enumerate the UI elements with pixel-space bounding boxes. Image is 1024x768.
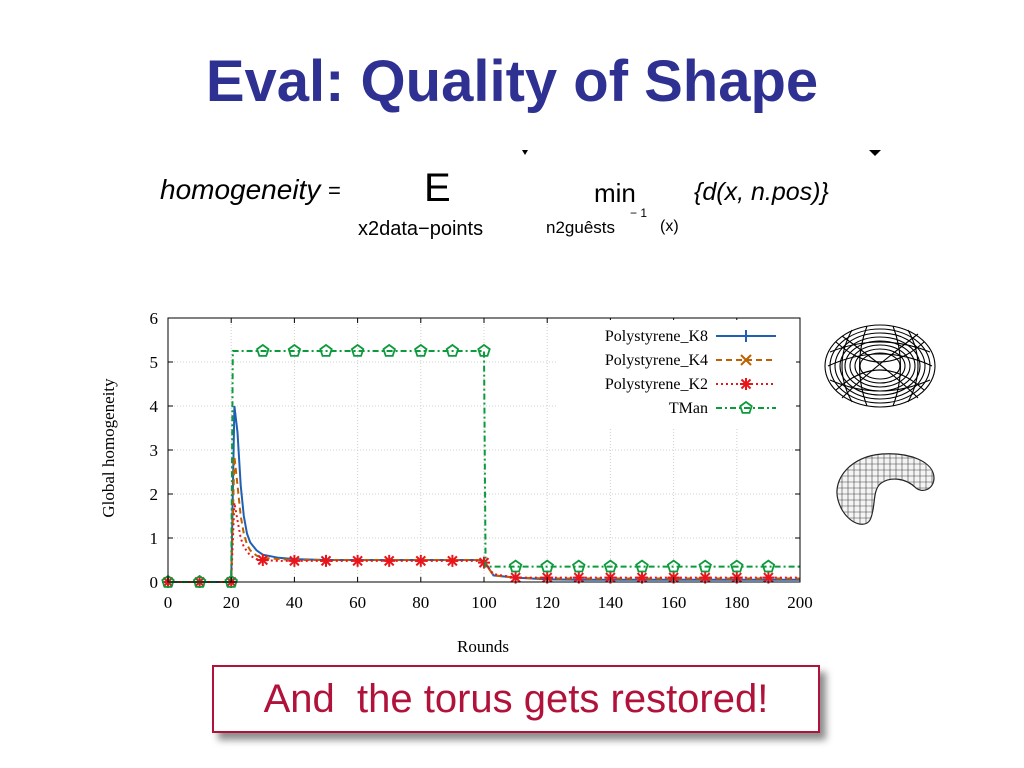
line-chart: 0 20 40 60 80 100 120 140 160 180 200 0 1 2 3 4 5 6 Polys… — [99, 309, 813, 656]
y-axis-label: Global homogeneity — [99, 378, 118, 518]
legend-marker-3 — [739, 400, 753, 414]
legend-label-0: Polystyrene_K8 — [605, 328, 708, 345]
series-point-3-2 — [224, 574, 238, 588]
series-point-3-14 — [603, 559, 618, 573]
series-point-2-6 — [351, 554, 364, 567]
series-point-2-10 — [478, 556, 490, 569]
series-point-2-9 — [446, 554, 459, 567]
formula-mark-1 — [522, 150, 528, 155]
legend-label-2: Polystyrene_K2 — [605, 376, 708, 393]
torus-wireframe-icon — [822, 322, 938, 415]
formula-operator: E — [424, 166, 451, 210]
series-point-2-15 — [636, 571, 648, 584]
formula-min: min — [594, 178, 636, 208]
series-point-3-3 — [256, 343, 270, 357]
chart: 0 20 40 60 80 100 120 140 160 180 200 0 1 2 3 4 5 6 Polys… — [0, 290, 830, 670]
y-tick-label-5: 5 — [150, 353, 159, 372]
series-point-3-5 — [319, 343, 333, 357]
series-point-3-7 — [382, 343, 396, 357]
series-point-3-13 — [572, 559, 586, 573]
series-point-3-8 — [414, 343, 428, 357]
legend-marker-0 — [740, 330, 752, 342]
series-point-2-13 — [572, 571, 585, 584]
homogeneity-formula: homogeneity = E x2data−points min n2guês… — [0, 140, 1024, 250]
x-tick-label-0: 0 — [164, 593, 173, 612]
series-point-3-0 — [161, 574, 175, 588]
y-tick-label-1: 1 — [150, 529, 159, 548]
series-point-3-9 — [445, 343, 460, 357]
series-point-2-3 — [256, 554, 269, 566]
series-point-3-17 — [698, 559, 712, 573]
series-point-3-10 — [477, 343, 491, 357]
y-tick-label-4: 4 — [150, 397, 159, 416]
formula-operator-sub: x2data−points — [358, 218, 484, 240]
ticks: 0 20 40 60 80 100 120 140 160 180 200 0 1 2 3 4 5 6 — [150, 309, 813, 612]
formula-equals: = — [328, 178, 341, 203]
x-tick-label-2: 40 — [286, 593, 303, 612]
x-tick-label-3: 60 — [349, 593, 366, 612]
x-axis-label: Rounds — [457, 637, 509, 656]
caption-box: And the torus gets restored! — [212, 665, 820, 733]
x-tick-label-8: 160 — [661, 593, 687, 612]
series-point-2-5 — [320, 554, 332, 567]
legend-marker-1 — [740, 354, 752, 366]
formula-min-sub: n2guêsts — [546, 218, 615, 237]
legend-label-3: TMan — [669, 400, 708, 417]
series-point-2-7 — [383, 554, 396, 567]
series-layer — [161, 343, 800, 588]
y-tick-label-2: 2 — [150, 485, 159, 504]
caption-text: And the torus gets restored! — [263, 676, 769, 721]
y-tick-label-0: 0 — [150, 573, 159, 592]
series-point-3-11 — [508, 559, 523, 573]
formula-min-sub-sup: − 1 — [630, 206, 648, 220]
partial-torus-mesh-icon — [830, 448, 938, 535]
legend-marker-2 — [740, 378, 752, 390]
legend-label-1: Polystyrene_K4 — [605, 352, 708, 369]
x-tick-label-9: 180 — [724, 593, 750, 612]
y-tick-label-3: 3 — [150, 441, 159, 460]
series-point-3-6 — [350, 343, 365, 357]
x-tick-label-1: 20 — [223, 593, 240, 612]
formula-mark-2 — [869, 150, 881, 156]
x-tick-label-7: 140 — [598, 593, 624, 612]
series-point-3-1 — [192, 574, 207, 588]
series-point-3-16 — [666, 559, 681, 573]
formula-lhs: homogeneity — [160, 174, 321, 205]
slide-title: Eval: Quality of Shape — [205, 49, 819, 114]
series-point-3-18 — [730, 559, 744, 573]
series-point-2-4 — [288, 554, 301, 567]
legend: Polystyrene_K8 Polystyrene_K4 Polystyrene_… — [556, 320, 796, 428]
y-tick-label-6: 6 — [150, 309, 159, 328]
series-point-3-15 — [635, 559, 649, 573]
x-tick-label-10: 200 — [787, 593, 813, 612]
series-point-3-4 — [287, 343, 302, 357]
formula-body: {d(x, n.pos)} — [694, 178, 829, 206]
x-tick-label-4: 80 — [412, 593, 429, 612]
x-tick-label-5: 100 — [471, 593, 497, 612]
series-point-2-8 — [414, 554, 427, 567]
legend-background — [556, 320, 796, 428]
x-tick-label-6: 120 — [534, 593, 560, 612]
series-point-3-12 — [540, 559, 554, 573]
formula-min-sub-arg: (x) — [660, 218, 679, 235]
series-point-3-19 — [761, 559, 776, 573]
formula-marks — [522, 150, 881, 156]
